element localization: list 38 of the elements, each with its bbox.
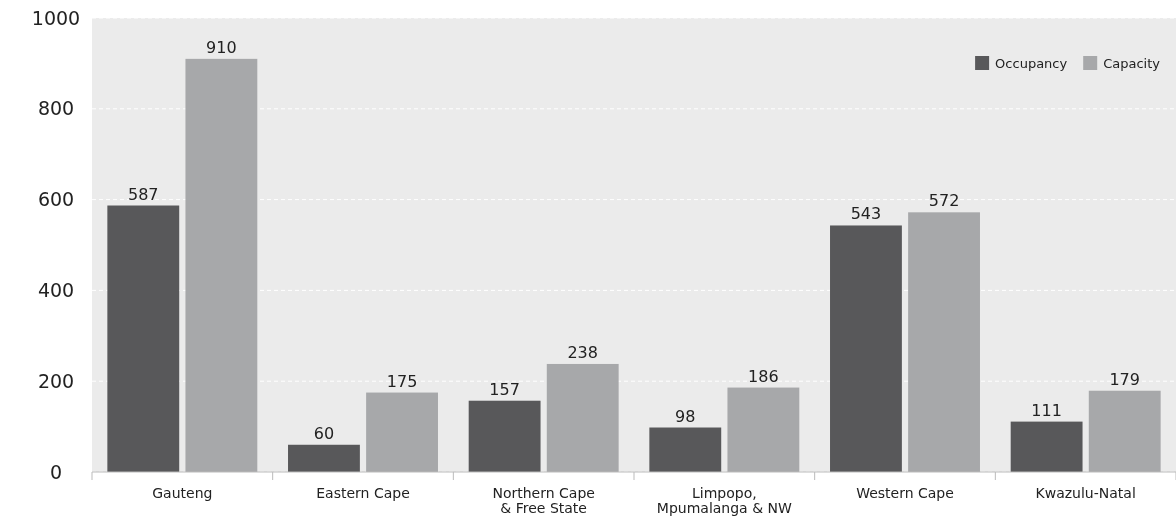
data-label: 60 xyxy=(313,423,335,443)
bar xyxy=(288,444,360,472)
bar xyxy=(546,363,619,472)
y-tick-label: 600 xyxy=(37,188,75,211)
y-tick-label: 800 xyxy=(37,97,75,120)
y-tick-label: 0 xyxy=(49,460,63,483)
data-label: 175 xyxy=(386,371,418,391)
data-label: 572 xyxy=(928,191,960,211)
data-label: 157 xyxy=(489,379,520,399)
x-tick-label: Eastern Cape xyxy=(316,485,410,501)
data-label: 111 xyxy=(1031,400,1062,420)
x-tick-label: Limpopo, Mpumalanga & NW xyxy=(656,485,792,516)
y-tick-label: 1000 xyxy=(31,6,81,29)
legend-label: Occupancy xyxy=(995,55,1068,71)
data-label: 179 xyxy=(1109,369,1140,389)
x-tick-label: Kwazulu-Natal xyxy=(1035,485,1136,501)
data-label: 238 xyxy=(567,342,598,362)
x-tick-label: Northern Cape & Free State xyxy=(492,485,595,516)
bar xyxy=(830,225,902,472)
legend-label: Capacity xyxy=(1103,55,1161,71)
y-tick-label: 200 xyxy=(37,369,75,392)
bar xyxy=(366,392,438,472)
bar xyxy=(107,205,180,472)
bar xyxy=(727,387,800,472)
data-label: 98 xyxy=(675,406,696,426)
x-tick-label: Western Cape xyxy=(856,485,954,501)
bar xyxy=(649,427,722,472)
bar xyxy=(908,212,980,472)
bar xyxy=(468,400,541,472)
data-label: 910 xyxy=(206,37,237,57)
y-tick-label: 400 xyxy=(37,279,75,302)
bar xyxy=(185,58,258,472)
bar xyxy=(1010,421,1083,472)
bar xyxy=(1088,390,1161,472)
data-label: 186 xyxy=(748,366,779,386)
data-label: 543 xyxy=(850,204,882,224)
x-tick-label: Gauteng xyxy=(152,485,213,501)
data-label: 587 xyxy=(128,184,159,204)
